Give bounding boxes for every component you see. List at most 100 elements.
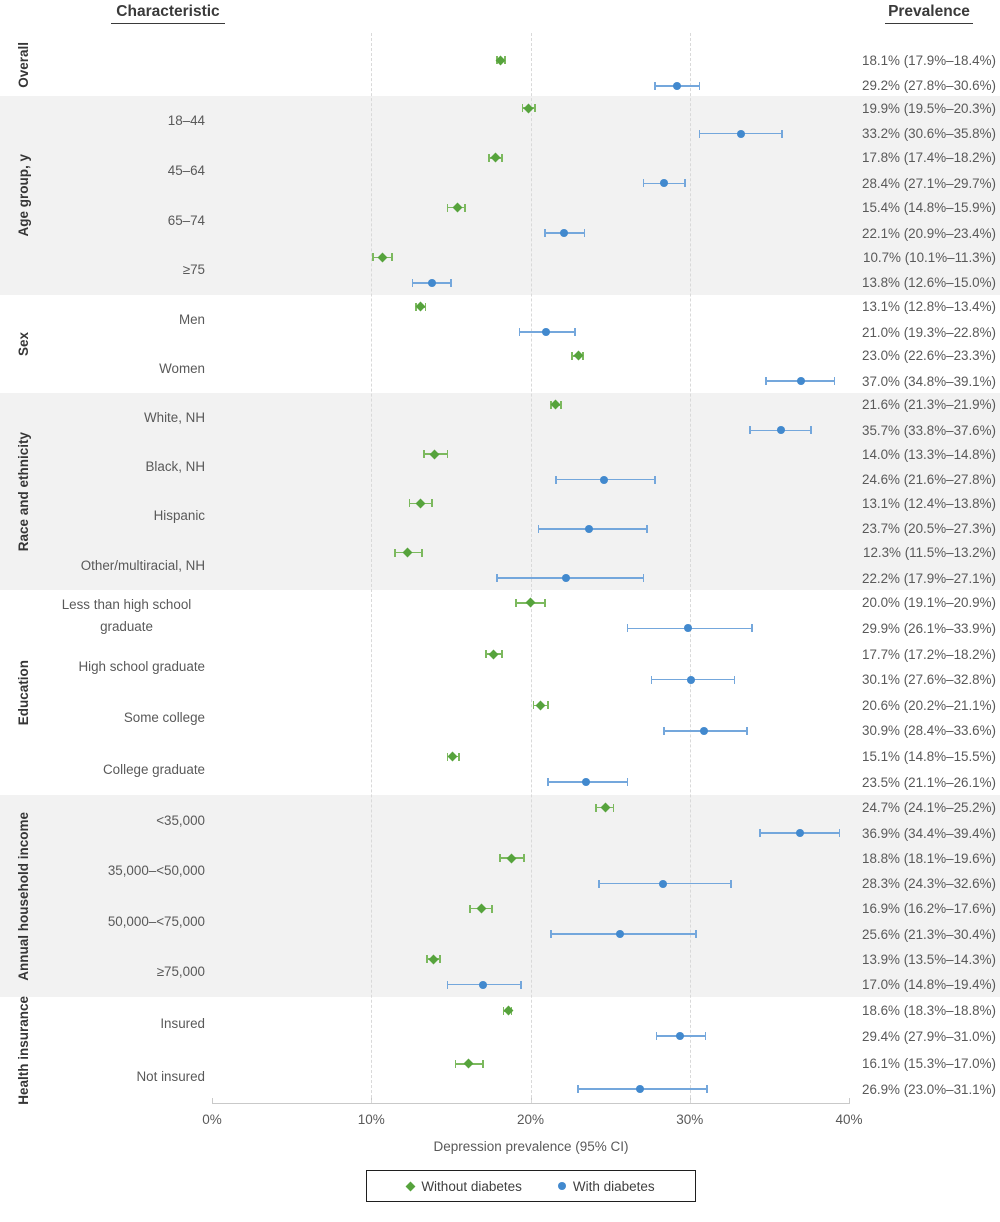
category-label-text: ≥75 <box>182 262 205 278</box>
ci-cap-low <box>663 726 666 735</box>
group-label: Health insurance <box>0 995 47 1105</box>
prevalence-value-label: 33.2% (30.6%–35.8%) <box>862 126 996 142</box>
category-label: College graduate <box>48 744 205 795</box>
ci-cap-high <box>446 450 449 459</box>
prevalence-value-label: 13.1% (12.8%–13.4%) <box>862 299 996 315</box>
prevalence-value-label: 16.9% (16.2%–17.6%) <box>862 901 996 916</box>
ci-cap-high <box>704 1032 707 1041</box>
ci-cap-high <box>733 675 736 684</box>
group-label: Race and ethnicity <box>0 393 47 590</box>
section-band-5: Annual household income <35,000 35,000–<50… <box>0 795 1000 997</box>
point-marker-with-diabetes <box>559 229 568 238</box>
ci-cap-high <box>458 752 460 761</box>
point-marker-with-diabetes <box>478 980 487 989</box>
prevalence-value-label: 15.1% (14.8%–15.5%) <box>862 749 996 765</box>
ci-cap-high <box>642 574 645 583</box>
group-label-text: Health insurance <box>16 995 31 1105</box>
ci-cap-low <box>411 278 414 287</box>
section-band-6: Health insurance Insured Not insured <box>0 995 1000 1105</box>
point-marker-with-diabetes <box>687 675 696 684</box>
ci-cap-low <box>499 854 502 862</box>
ci-cap-low <box>394 548 396 557</box>
ci-cap-low <box>759 829 761 837</box>
ci-cap-low <box>446 203 449 212</box>
prevalence-value-label: 22.1% (20.9%–23.4%) <box>862 225 996 241</box>
group-label: Age group, y <box>0 96 47 295</box>
ci-cap-low <box>555 475 557 484</box>
gridline-20-percent <box>530 33 532 1103</box>
category-label: White, NH <box>48 393 205 442</box>
prevalence-value-label: 28.3% (24.3%–32.6%) <box>862 876 996 891</box>
ci-cap-low <box>577 1085 580 1094</box>
prevalence-value-label: 19.9% (19.5%–20.3%) <box>862 100 996 116</box>
prevalence-value-label: 25.6% (21.3%–30.4%) <box>862 926 996 942</box>
prevalence-value-label: 29.2% (27.8%–30.6%) <box>862 78 996 94</box>
point-marker-with-diabetes <box>561 574 570 583</box>
ci-cap-high <box>481 1059 484 1068</box>
prevalence-value-label: 30.9% (28.4%–33.6%) <box>862 723 996 739</box>
group-label: Annual household income <box>0 795 47 997</box>
prevalence-value-label: 24.7% (24.1%–25.2%) <box>862 800 996 815</box>
ci-cap-low <box>485 650 487 659</box>
ci-cap-low <box>423 450 425 459</box>
section-band-2: Sex Men Women <box>0 295 1000 393</box>
ci-cap-low <box>650 675 653 684</box>
category-label-text: 45–64 <box>167 162 205 178</box>
category-label-text: Black, NH <box>145 459 205 475</box>
ci-cap-low <box>653 81 656 90</box>
prevalence-value-label: 26.9% (23.0%–31.1%) <box>862 1081 996 1097</box>
ci-cap-low <box>594 803 597 812</box>
ci-cap-low <box>598 879 600 888</box>
ci-cap-low <box>537 524 540 533</box>
ci-cap-high <box>438 955 441 963</box>
group-label-text: Annual household income <box>16 811 31 981</box>
ci-cap-low <box>488 153 490 162</box>
ci-cap-high <box>391 253 393 262</box>
x-axis-tick <box>849 1098 850 1103</box>
green-diamond-icon <box>405 1181 416 1191</box>
point-marker-with-diabetes <box>797 377 806 386</box>
ci-cap-high <box>730 879 732 888</box>
category-label: ≥75,000 <box>48 947 205 998</box>
prevalence-value-label: 37.0% (34.8%–39.1%) <box>862 373 996 389</box>
category-label-text: Other/multiracial, NH <box>80 557 205 573</box>
prevalence-value-label: 17.0% (14.8%–19.4%) <box>862 977 996 992</box>
prevalence-value-label: 13.8% (12.6%–15.0%) <box>862 275 996 291</box>
ci-cap-low <box>532 701 535 710</box>
x-axis-tick <box>212 1098 213 1103</box>
prevalence-value-label: 20.0% (19.1%–20.9%) <box>862 595 996 611</box>
category-label: ≥75 <box>48 245 205 295</box>
prevalence-value-label: 28.4% (27.1%–29.7%) <box>862 175 996 191</box>
legend-item-without-diabetes: Without diabetes <box>405 1179 522 1194</box>
ci-cap-high <box>491 904 494 913</box>
category-label: Other/multiracial, NH <box>48 541 205 590</box>
point-marker-with-diabetes <box>684 624 693 633</box>
category-label: Men <box>48 295 205 344</box>
ci-cap-high <box>421 548 423 557</box>
point-marker-with-diabetes <box>676 1032 685 1041</box>
ci-cap-high <box>833 377 836 386</box>
prevalence-value-label: 18.8% (18.1%–19.6%) <box>862 850 996 866</box>
ci-cap-low <box>571 351 573 360</box>
group-label: Education <box>0 590 47 795</box>
legend-label: With diabetes <box>572 1178 655 1194</box>
x-axis-tick-label: 10% <box>357 1112 385 1127</box>
ci-bar-with-diabetes <box>497 577 644 579</box>
group-label-text: Overall <box>16 41 31 88</box>
category-label: 18–44 <box>48 96 205 146</box>
point-marker-with-diabetes <box>599 475 608 484</box>
ci-cap-high <box>684 179 686 188</box>
x-axis-title: Depression prevalence (95% CI) <box>433 1139 629 1154</box>
category-label: Some college <box>48 693 205 744</box>
ci-cap-high <box>501 153 503 162</box>
point-marker-with-diabetes <box>615 930 624 938</box>
ci-cap-high <box>547 701 549 710</box>
category-label-text: Less than high school graduate <box>61 597 192 634</box>
ci-cap-high <box>645 524 648 533</box>
prevalence-value-label: 17.7% (17.2%–18.2%) <box>862 646 996 662</box>
category-label-text: Insured <box>160 1015 205 1031</box>
group-label-text: Age group, y <box>16 154 31 237</box>
prevalence-value-label: 18.6% (18.3%–18.8%) <box>862 1003 996 1019</box>
prevalence-value-label: 10.7% (10.1%–11.3%) <box>863 249 996 265</box>
category-label: Insured <box>48 997 205 1050</box>
